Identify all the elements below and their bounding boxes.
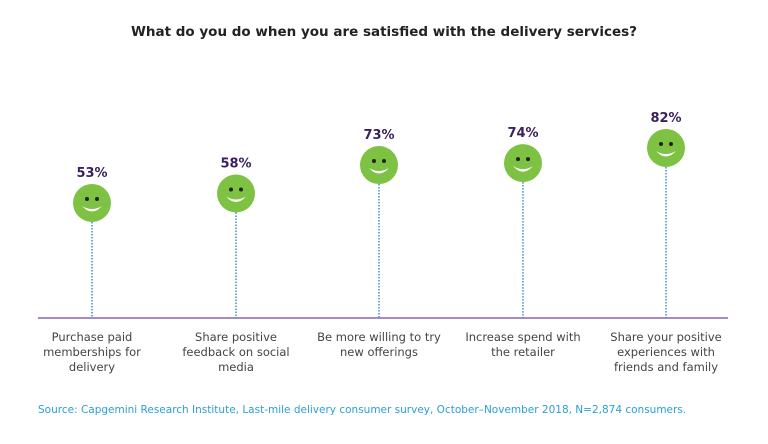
value-label: 58% xyxy=(220,156,251,171)
category-label: Share your positive experiences with fri… xyxy=(610,330,722,374)
source-note: Source: Capgemini Research Institute, La… xyxy=(38,404,687,416)
smiley-face-icon xyxy=(73,183,111,222)
smiley-eye xyxy=(372,159,376,164)
value-label: 74% xyxy=(507,126,538,141)
smiley-eye xyxy=(229,187,233,192)
value-label: 82% xyxy=(650,111,681,126)
smiley-eye xyxy=(239,187,243,192)
smiley-mouth xyxy=(513,166,533,172)
smiley-face-icon xyxy=(217,174,255,213)
smiley-face-icon xyxy=(504,144,542,183)
category-label: Purchase paid memberships for delivery xyxy=(43,330,141,374)
smiley-face-icon xyxy=(360,146,398,185)
smiley-eye xyxy=(669,141,673,146)
category-label: Increase spend with the retailer xyxy=(465,330,581,359)
smiley-eye xyxy=(516,157,520,162)
category-label: Be more willing to try new offerings xyxy=(317,330,441,359)
smiley-eye xyxy=(95,196,99,201)
smiley-mouth xyxy=(82,205,102,212)
smiley-eye xyxy=(659,141,663,146)
smiley-eye xyxy=(526,157,530,162)
smiley-mouth xyxy=(226,196,246,202)
value-label: 53% xyxy=(76,166,107,181)
smiley-mouth xyxy=(369,168,389,174)
smiley-mouth xyxy=(656,150,676,157)
value-label: 73% xyxy=(363,128,394,143)
chart-title: What do you do when you are satisfied wi… xyxy=(130,24,638,40)
category-label: Share positive feedback on social media xyxy=(182,330,290,374)
smiley-eye xyxy=(382,159,386,164)
smiley-eye xyxy=(85,196,89,201)
smiley-face-icon xyxy=(647,128,685,167)
